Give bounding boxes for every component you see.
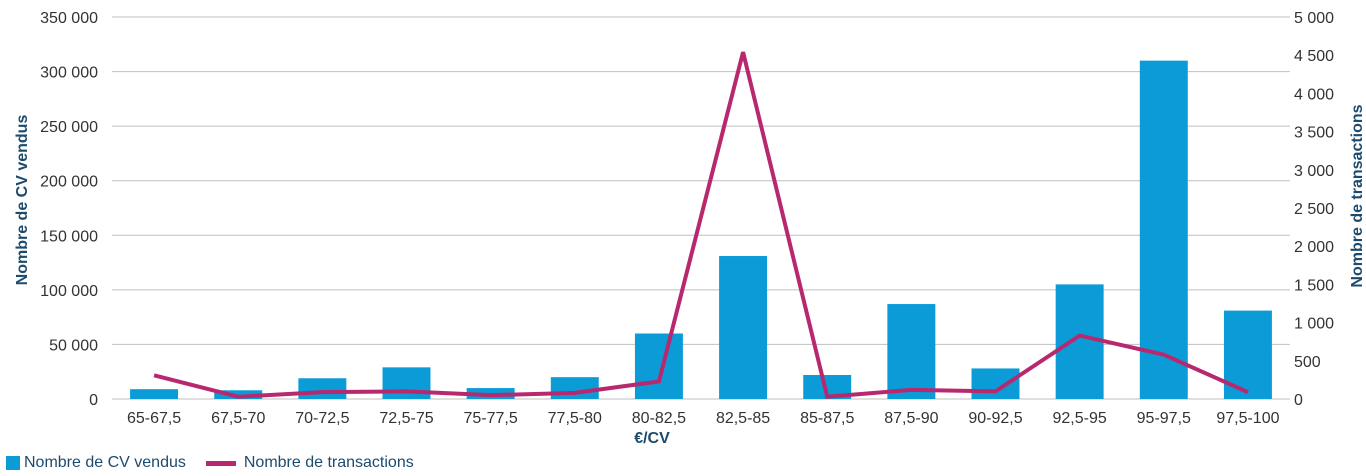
- bar-series: [130, 61, 1272, 399]
- bar: [635, 334, 683, 399]
- bar: [1140, 61, 1188, 399]
- right-tick-label: 500: [1294, 354, 1321, 371]
- legend-swatch-bars: [6, 456, 20, 470]
- legend-item-line: Nombre de transactions: [206, 454, 414, 472]
- x-tick-label: 77,5-80: [548, 410, 602, 427]
- left-axis-title: Nombre de CV vendus: [14, 115, 31, 286]
- legend-item-bars: Nombre de CV vendus: [6, 454, 186, 472]
- legend-swatch-line: [206, 461, 236, 466]
- right-axis-ticks: 0 500 1 000 1 500 2 000 2 500 3 000 3 500 4 000 4…: [1294, 10, 1334, 409]
- right-tick-label: 2 500: [1294, 201, 1334, 218]
- bar: [383, 367, 431, 399]
- right-tick-label: 5 000: [1294, 10, 1334, 27]
- bar: [130, 389, 178, 399]
- x-tick-label: 87,5-90: [884, 410, 938, 427]
- x-axis-ticks: 65-67,5 67,5-70 70-72,5 72,5-75 75-77,5 77,5-…: [127, 410, 1280, 427]
- bar: [298, 378, 346, 399]
- x-tick-label: 72,5-75: [379, 410, 433, 427]
- x-tick-label: 70-72,5: [295, 410, 349, 427]
- right-tick-label: 4 000: [1294, 86, 1334, 103]
- bar: [887, 304, 935, 399]
- right-tick-label: 2 000: [1294, 239, 1334, 256]
- right-tick-label: 3 500: [1294, 125, 1334, 142]
- x-tick-label: 80-82,5: [632, 410, 686, 427]
- bar: [719, 256, 767, 399]
- right-tick-label: 1 500: [1294, 277, 1334, 294]
- right-tick-label: 4 500: [1294, 48, 1334, 65]
- bar: [972, 368, 1020, 399]
- x-tick-label: 97,5-100: [1216, 410, 1279, 427]
- bar: [551, 377, 599, 399]
- x-tick-label: 67,5-70: [211, 410, 265, 427]
- left-tick-label: 250 000: [40, 119, 98, 136]
- left-tick-label: 300 000: [40, 65, 98, 82]
- left-axis-ticks: 0 50 000 100 000 150 000 200 000 250 000 300 0…: [40, 10, 98, 409]
- x-tick-label: 65-67,5: [127, 410, 181, 427]
- legend-label-line: Nombre de transactions: [244, 454, 414, 472]
- bar: [1056, 284, 1104, 399]
- left-tick-label: 150 000: [40, 228, 98, 245]
- right-tick-label: 3 000: [1294, 163, 1334, 180]
- x-tick-label: 85-87,5: [800, 410, 854, 427]
- legend-label-bars: Nombre de CV vendus: [24, 454, 186, 472]
- x-tick-label: 92,5-95: [1053, 410, 1107, 427]
- left-tick-label: 100 000: [40, 283, 98, 300]
- x-tick-label: 95-97,5: [1137, 410, 1191, 427]
- x-tick-label: 75-77,5: [464, 410, 518, 427]
- x-tick-label: 82,5-85: [716, 410, 770, 427]
- right-tick-label: 1 000: [1294, 316, 1334, 333]
- x-axis-title: €/CV: [634, 430, 670, 447]
- left-tick-label: 0: [89, 392, 98, 409]
- right-axis-title: Nombre de transactions: [1349, 104, 1366, 287]
- right-tick-label: 0: [1294, 392, 1303, 409]
- legend: Nombre de CV vendus Nombre de transactio…: [6, 454, 434, 472]
- left-tick-label: 350 000: [40, 10, 98, 27]
- left-tick-label: 50 000: [49, 337, 98, 354]
- x-tick-label: 90-92,5: [968, 410, 1022, 427]
- left-tick-label: 200 000: [40, 174, 98, 191]
